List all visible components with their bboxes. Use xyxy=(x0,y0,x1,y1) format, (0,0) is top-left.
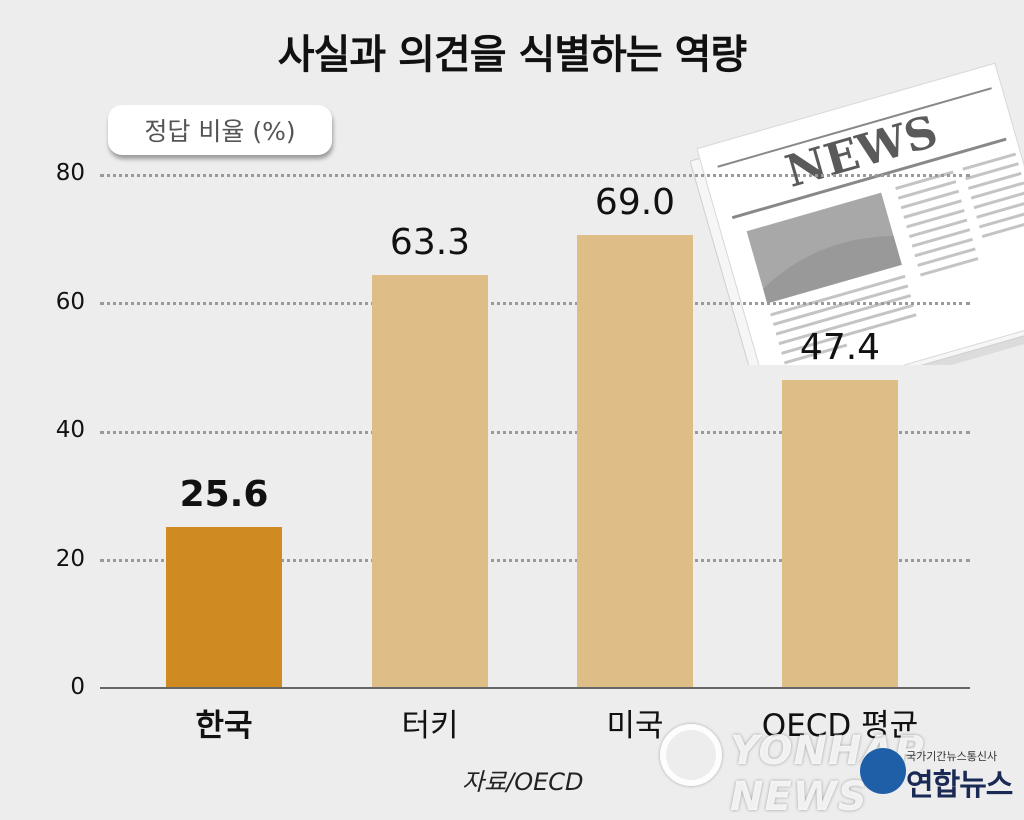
category-label-usa: 미국 xyxy=(606,708,664,744)
bar-turkey xyxy=(372,275,488,688)
bar-value-korea: 25.6 xyxy=(179,474,269,515)
bar-oecd-average xyxy=(782,380,898,688)
bar-value-turkey: 63.3 xyxy=(389,222,471,263)
yonhap-tagline: 국가기간뉴스통신사 xyxy=(906,750,998,763)
newspaper-illustration: NEWS xyxy=(690,62,1024,365)
bar-korea xyxy=(166,527,282,688)
y-tick-40: 40 xyxy=(55,417,85,443)
gridline-40 xyxy=(100,431,970,434)
yonhap-logo-name: 연합뉴스 xyxy=(906,768,1013,803)
y-axis-unit-label: 정답 비율 (%) xyxy=(108,105,332,155)
bar-value-oecd-average: 47.4 xyxy=(799,327,881,368)
y-tick-20: 20 xyxy=(55,546,85,572)
x-axis-baseline xyxy=(100,687,970,689)
yonhap-logo-icon xyxy=(860,748,906,794)
unit-label-text: 정답 비율 (%) xyxy=(144,117,296,146)
category-label-turkey: 터키 xyxy=(401,708,459,744)
y-tick-60: 60 xyxy=(55,289,85,315)
bar-value-usa: 69.0 xyxy=(594,182,676,223)
category-label-oecd-average: OECD 평균 xyxy=(761,708,919,744)
gridline-80 xyxy=(100,174,970,177)
source-note: 자료/OECD xyxy=(462,768,584,796)
category-label-korea: 한국 xyxy=(195,708,253,744)
gridline-20 xyxy=(100,559,970,562)
gridline-60 xyxy=(100,302,970,305)
chart-title: 사실과 의견을 식별하는 역량 xyxy=(277,32,747,78)
bar-usa xyxy=(577,235,693,688)
y-tick-0: 0 xyxy=(70,674,85,700)
y-tick-80: 80 xyxy=(55,160,85,186)
yonhap-watermark-logo-icon xyxy=(660,724,722,786)
